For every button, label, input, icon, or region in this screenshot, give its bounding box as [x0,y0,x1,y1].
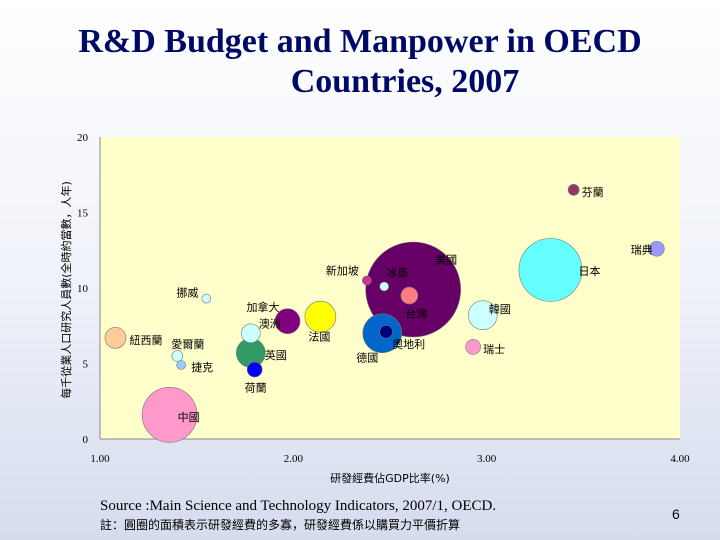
y-tick-label: 0 [83,434,89,446]
bubble-point [176,360,186,370]
footnote: 註：圓圈的面積表示研發經費的多寡，研發經費係以購買力平價折算 [100,518,461,532]
bubble-label: 美國 [435,254,457,267]
bubble-point [361,275,372,286]
bubble-point [467,300,498,330]
bubble-point [246,361,263,378]
bubble-label: 新加坡 [326,263,359,277]
bubble-point [104,327,127,349]
x-tick-label: 2.00 [284,453,304,465]
y-tick-label: 20 [77,132,89,144]
bubble-point [379,281,390,292]
page-number: 6 [672,506,680,522]
bubble-label: 法國 [308,330,330,344]
y-tick-label: 10 [77,283,89,295]
y-tick-label: 15 [77,208,89,220]
bubble-label: 中國 [178,411,200,424]
bubble-label: 荷蘭 [245,382,267,395]
bubble-label: 捷克 [191,360,213,374]
bubble-label: 韓國 [489,303,511,316]
slide-title: R&D Budget and Manpower in OECD Countrie… [0,22,720,102]
bubble-point [518,238,583,302]
bubble-label: 日本 [578,264,600,278]
bubble-point [274,308,301,335]
bubble-label: 加拿大 [247,300,280,314]
bubble-label: 挪威 [176,286,198,300]
source-citation: Source :Main Science and Technology Indi… [100,498,497,514]
bubble-label: 德國 [356,350,378,364]
bubble-label: 瑞典 [631,243,653,257]
bubble-label: 紐西蘭 [129,334,162,347]
bubble-point [304,300,337,333]
y-tick-label: 5 [83,359,89,371]
bubble-point [648,240,665,257]
bubble-label: 澳洲 [259,317,281,330]
bubble-point [400,286,419,305]
bubble-point [465,339,481,355]
bubble-point [171,350,184,362]
bubble-label: 芬蘭 [582,186,604,199]
x-tick-label: 3.00 [477,453,497,465]
bubble-point [201,293,212,304]
bubble-point [567,184,580,196]
x-tick-label: 1.00 [90,453,110,465]
bubble-point [379,324,393,339]
bubble-point [241,323,261,344]
x-axis-title: 研發經費佔GDP比率(%) [330,471,450,485]
bubble-label: 愛爾蘭 [171,338,204,351]
bubble-label: 台灣 [405,307,427,321]
bubble-point [141,387,198,443]
title-line-2: Countries, 2007 [290,63,520,100]
y-axis-title: 每千從業人口研究人員數(全時約當數，人年) [59,181,73,399]
bubble-label: 冰島 [386,265,408,279]
bubble-label: 英國 [265,348,287,362]
x-tick-label: 4.00 [670,453,690,465]
bubble-label: 奧地利 [392,338,425,351]
title-line-1: R&D Budget and Manpower in OECD [78,23,642,60]
bubble-label: 瑞士 [483,342,505,356]
